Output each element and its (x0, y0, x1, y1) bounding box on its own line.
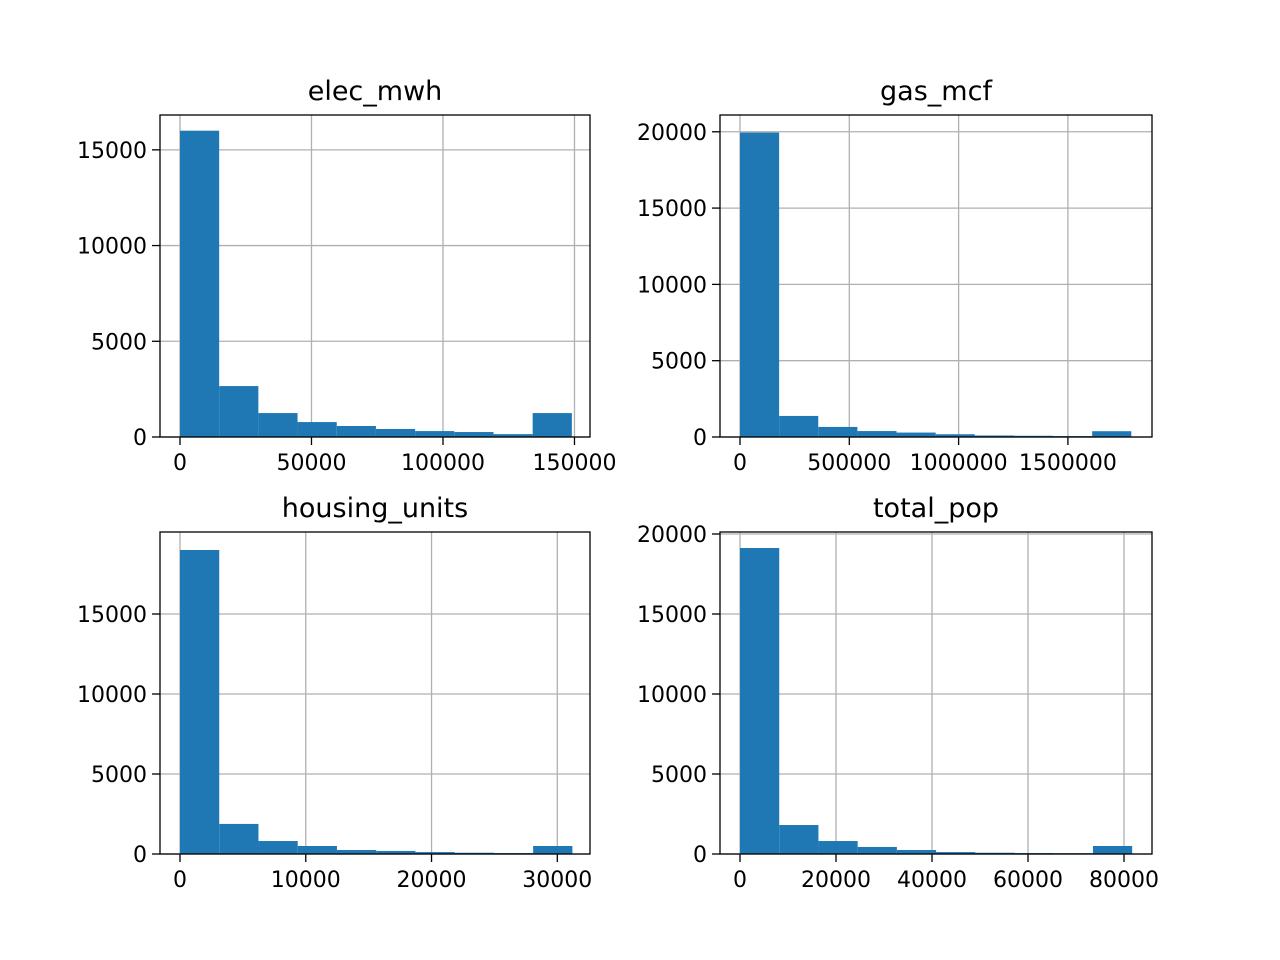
histogram-bar (779, 415, 819, 437)
x-tick-label: 30000 (522, 868, 592, 893)
axes-frame (719, 531, 1153, 855)
y-tick-label: 0 (133, 843, 147, 868)
histogram-bar (740, 548, 780, 854)
x-tick-label: 0 (173, 451, 187, 476)
x-tick-label: 40000 (897, 868, 967, 893)
histogram-bar (336, 850, 377, 854)
histogram-bar (454, 432, 494, 437)
y-tick-label: 5000 (91, 763, 147, 788)
histogram-bar (376, 850, 416, 854)
x-tick-label: 100000 (401, 451, 485, 476)
y-tick-label: 20000 (637, 121, 707, 146)
x-tick-label: 0 (173, 868, 187, 893)
y-tick-label: 10000 (637, 273, 707, 298)
axes-frame (159, 114, 591, 438)
histogram-bar (818, 841, 858, 854)
x-tick-label: 80000 (1089, 868, 1159, 893)
x-tick-label: 20000 (801, 868, 871, 893)
x-tick-label: 0 (733, 451, 747, 476)
y-tick-label: 15000 (637, 197, 707, 222)
x-tick-label: 150000 (532, 451, 616, 476)
histogram-bar (1092, 846, 1133, 854)
histogram-bar (297, 422, 337, 437)
histogram-bar (493, 434, 533, 437)
histogram-bar (532, 413, 572, 437)
histogram-bar (179, 550, 220, 854)
x-tick-label: 1500000 (1019, 451, 1117, 476)
y-tick-label: 5000 (651, 350, 707, 375)
y-tick-label: 0 (693, 426, 707, 451)
x-tick-label: 1000000 (910, 451, 1008, 476)
x-tick-label: 60000 (993, 868, 1063, 893)
histogram-bar (936, 852, 976, 854)
histogram-bar (974, 435, 1014, 437)
histogram-bar (258, 413, 298, 437)
histogram-bar (779, 825, 819, 854)
chart-title: total_pop (873, 493, 999, 524)
histogram-bar (533, 846, 573, 854)
histogram-bar (297, 846, 337, 854)
y-tick-label: 10000 (77, 235, 147, 260)
y-tick-label: 5000 (91, 330, 147, 355)
x-tick-label: 20000 (397, 868, 467, 893)
y-tick-label: 15000 (77, 603, 147, 628)
y-tick-label: 0 (693, 843, 707, 868)
histogram-bar (935, 434, 975, 437)
x-tick-label: 0 (733, 868, 747, 893)
histogram-bar (179, 130, 220, 437)
histogram-bar (415, 852, 455, 854)
y-tick-label: 0 (133, 426, 147, 451)
histogram-bar (415, 431, 455, 437)
chart-title: gas_mcf (880, 76, 993, 107)
y-tick-label: 15000 (77, 139, 147, 164)
x-tick-label: 10000 (271, 868, 341, 893)
histogram-bar (857, 846, 897, 854)
histogram-bar (896, 850, 937, 854)
histogram-bar (258, 841, 298, 854)
histogram-bar (375, 428, 416, 437)
y-tick-label: 10000 (77, 683, 147, 708)
histogram-bar (336, 425, 376, 437)
histogram-bar (219, 386, 259, 437)
histogram-bar (1092, 431, 1132, 437)
y-tick-label: 15000 (637, 603, 707, 628)
chart-title: elec_mwh (308, 76, 443, 107)
histogram-bar (857, 431, 897, 437)
y-tick-label: 20000 (637, 523, 707, 548)
y-tick-label: 10000 (637, 683, 707, 708)
axes-frame (719, 114, 1153, 438)
chart-title: housing_units (282, 493, 468, 524)
x-tick-label: 50000 (276, 451, 346, 476)
y-tick-label: 5000 (651, 763, 707, 788)
x-tick-label: 500000 (807, 451, 891, 476)
histogram-bar (818, 426, 858, 437)
histogram-bar (896, 432, 936, 437)
histogram-bar (219, 823, 259, 854)
histogram-bar (740, 132, 780, 438)
axes-frame (159, 531, 591, 855)
